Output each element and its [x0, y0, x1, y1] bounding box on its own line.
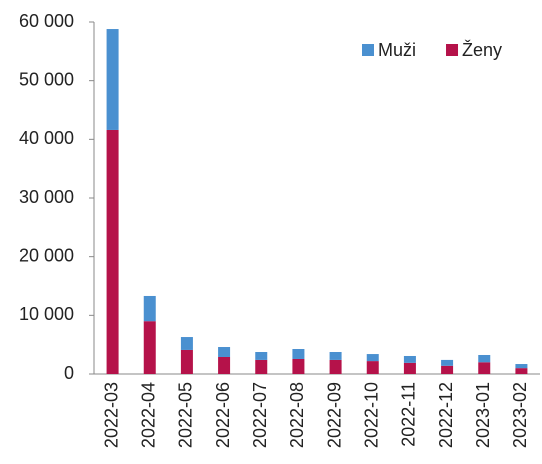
- bar-segment: [366, 354, 379, 362]
- x-tick-label: 2022-03: [101, 382, 121, 448]
- legend-label: Muži: [378, 40, 416, 60]
- y-tick-label: 30 000: [19, 187, 74, 207]
- bar-segment: [255, 359, 268, 374]
- bar-segment: [106, 129, 119, 374]
- bar-segment: [515, 364, 528, 369]
- bar-segment: [403, 355, 416, 363]
- x-tick-label: 2023-02: [510, 382, 530, 448]
- bar-segment: [292, 358, 305, 374]
- x-tick-label: 2022-12: [436, 382, 456, 448]
- bar-segment: [403, 362, 416, 374]
- bar-segment: [478, 354, 491, 363]
- bar-segment: [143, 295, 156, 322]
- x-tick-label: 2022-08: [287, 382, 307, 448]
- bar-segment: [292, 349, 305, 359]
- y-tick-label: 10 000: [19, 304, 74, 324]
- bar-segment: [478, 362, 491, 374]
- x-tick-label: 2022-11: [399, 382, 419, 447]
- x-tick-label: 2022-04: [139, 382, 159, 448]
- bar-segment: [180, 349, 193, 374]
- bar-segment: [218, 356, 231, 374]
- x-tick-label: 2022-07: [250, 382, 270, 448]
- bar-segment: [329, 359, 342, 374]
- y-tick-label: 40 000: [19, 128, 74, 148]
- legend-label: Ženy: [462, 40, 502, 60]
- bar-segment: [218, 347, 231, 357]
- bar-segment: [515, 368, 528, 374]
- bar-segment: [366, 361, 379, 374]
- legend-swatch: [446, 44, 459, 56]
- y-tick-label: 20 000: [19, 245, 74, 265]
- x-tick-label: 2022-05: [176, 382, 196, 448]
- y-tick-label: 50 000: [19, 69, 74, 89]
- y-tick-label: 60 000: [19, 11, 74, 31]
- x-tick-label: 2023-01: [473, 382, 493, 448]
- legend-swatch: [362, 44, 374, 56]
- x-tick-label: 2022-09: [324, 382, 344, 448]
- bar-segment: [441, 359, 454, 366]
- bar-segment: [143, 321, 156, 374]
- x-tick-label: 2022-06: [213, 382, 233, 448]
- bar-segment: [180, 337, 193, 350]
- bar-segment: [255, 352, 268, 360]
- bar-segment: [441, 365, 454, 374]
- x-tick-label: 2022-10: [362, 382, 382, 448]
- bar-segment: [329, 352, 342, 360]
- y-tick-label: 0: [64, 363, 74, 383]
- bar-segment: [106, 29, 119, 130]
